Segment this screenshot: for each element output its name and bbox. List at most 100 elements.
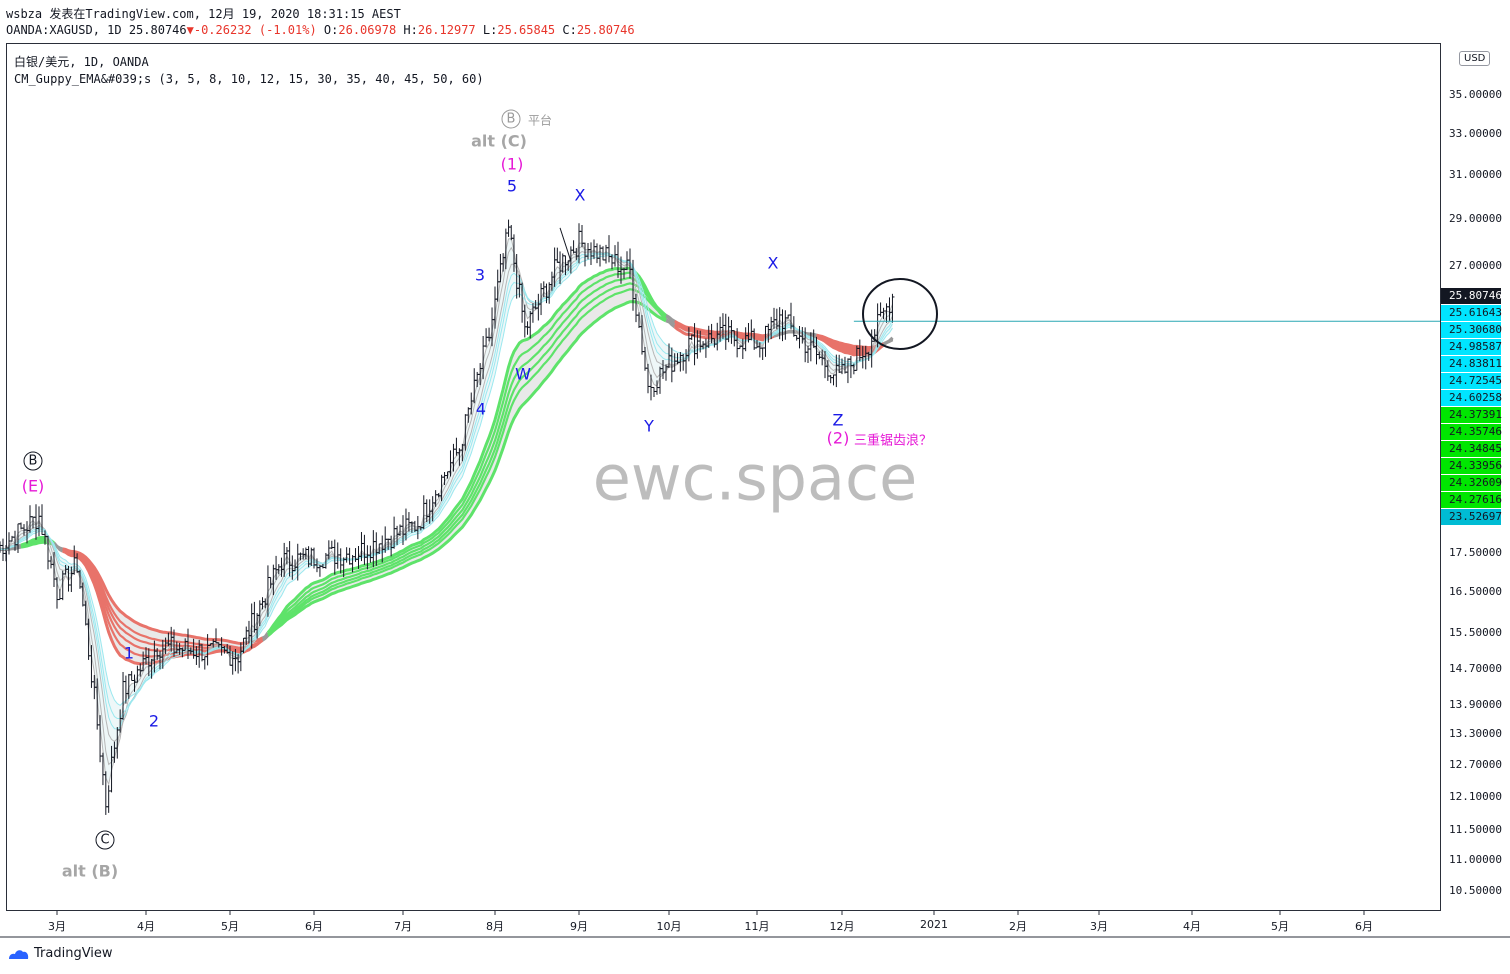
ema-price-label: 24.37391 <box>1441 407 1502 423</box>
price-tick-label: 12.10000 <box>1449 790 1502 803</box>
watermark: ewc.space <box>592 441 918 515</box>
guppy-slow-ema-5 <box>62 547 264 646</box>
tradingview-logo[interactable]: TradingView <box>8 946 113 961</box>
ema-price-label: 24.34845 <box>1441 441 1502 457</box>
price-tick-label: 14.70000 <box>1449 662 1502 675</box>
low-label: L: <box>482 23 498 37</box>
guppy-slow-ema-1 <box>674 322 775 340</box>
wave-e-label: (E) <box>21 476 45 496</box>
open-label: O: <box>323 23 339 37</box>
price-tick-label: 29.00000 <box>1449 212 1502 225</box>
wave-c-bottom-label: C <box>95 830 115 850</box>
legend-indicator: CM_Guppy_EMA&#039;s (3, 5, 8, 10, 12, 15… <box>14 72 484 86</box>
price-tick-label: 11.00000 <box>1449 853 1502 866</box>
price-tick-label: 27.00000 <box>1449 259 1502 272</box>
time-tick-label: 11月 <box>744 920 770 933</box>
wave-x2-label: X <box>767 253 779 273</box>
time-tick-label: 3月 <box>1090 920 1108 933</box>
guppy-slow-ema-4 <box>665 315 676 323</box>
highlight-circle <box>862 278 938 350</box>
time-tick-label: 8月 <box>486 920 504 933</box>
down-arrow-icon: ▼ <box>186 23 194 37</box>
wave-1-label: 1 <box>123 643 135 663</box>
price-tick-label: 17.50000 <box>1449 546 1502 559</box>
guppy-slow-ema-5 <box>267 300 667 637</box>
guppy-slow-ema-5 <box>53 543 64 551</box>
ema-price-label: 24.83811 <box>1441 356 1502 372</box>
ema-price-label: 24.33956 <box>1441 458 1502 474</box>
tradingview-cloud-icon <box>9 950 29 959</box>
price-tick-label: 12.70000 <box>1449 758 1502 771</box>
time-tick-label: 2021 <box>920 918 948 931</box>
guppy-slow-ema-4 <box>267 288 667 637</box>
guppy-slow-ema-3 <box>267 282 667 638</box>
time-tick-label: 9月 <box>570 920 588 933</box>
time-tick-label: 5月 <box>1271 920 1289 933</box>
wave-x1-label: X <box>574 185 586 205</box>
publish-date: 发表在TradingView.com, 12月 19, 2020 18:31:1… <box>49 7 401 21</box>
price-tick-label: 11.50000 <box>1449 823 1502 836</box>
wave-b-left-label: B <box>23 451 43 471</box>
ema-price-label: 25.61643 <box>1441 305 1502 321</box>
alt-b-label: alt (B) <box>61 861 119 881</box>
guppy-slow-ema-5 <box>882 338 894 345</box>
wave-b-top-label: B <box>501 109 521 129</box>
alt-c-label: alt (C) <box>471 131 527 151</box>
time-tick-label: 5月 <box>221 920 239 933</box>
high-value: 26.12977 <box>417 23 476 37</box>
ema-price-label: 24.35746 <box>1441 424 1502 440</box>
guppy-slow-ema-5 <box>773 330 817 337</box>
time-tick-label: 2月 <box>1009 920 1027 933</box>
ema-price-label: 23.52697 <box>1441 509 1502 525</box>
time-tick-label: 12月 <box>829 920 855 933</box>
publish-info: wsbza 发表在TradingView.com, 12月 19, 2020 1… <box>6 5 401 22</box>
price-change: -0.26232 (-1.01%) <box>193 23 317 37</box>
guppy-slow-ema-1 <box>267 271 667 636</box>
time-tick-label: 10月 <box>656 920 682 933</box>
high-label: H: <box>403 23 418 37</box>
wave-4-label: 4 <box>475 399 487 419</box>
price-tick-label: 33.00000 <box>1449 127 1502 140</box>
price-tick-label: 13.30000 <box>1449 727 1502 740</box>
wave-3-label: 3 <box>474 265 486 285</box>
guppy-slow-ema-5 <box>261 633 269 640</box>
ema-price-label: 24.60258 <box>1441 390 1502 406</box>
triple-zigzag-label: 三重锯齿浪？ <box>853 433 933 449</box>
price-tick-label: 15.50000 <box>1449 626 1502 639</box>
time-tick-label: 6月 <box>305 920 323 933</box>
price-tick-label: 10.50000 <box>1449 884 1502 897</box>
close-value: 25.80746 <box>576 23 635 37</box>
trend-line <box>559 227 572 262</box>
legend-symbol: 白银/美元, 1D, OANDA <box>14 55 149 69</box>
open-value: 26.06978 <box>338 23 397 37</box>
low-value: 25.65845 <box>497 23 556 37</box>
author-name[interactable]: wsbza <box>6 7 43 21</box>
guppy-slow-ema-0 <box>266 266 668 634</box>
tradingview-logo-text: TradingView <box>34 946 113 961</box>
wave-2-paren-label: (2) <box>826 428 850 448</box>
time-tick-label: 4月 <box>1183 920 1201 933</box>
wave-z-label: Z <box>832 410 844 430</box>
wave-2-label: 2 <box>148 711 160 731</box>
wave-y-label: Y <box>644 416 654 436</box>
ema-price-label: 24.32609 <box>1441 475 1502 491</box>
time-tick-label: 4月 <box>137 920 155 933</box>
price-tick-label: 35.00000 <box>1449 88 1502 101</box>
symbol-line: OANDA:XAGUSD, 1D 25.80746 <box>6 23 187 37</box>
platform-label: 平台 <box>527 113 553 128</box>
wave-w-label: W <box>515 364 531 384</box>
wave-5-label: 5 <box>506 176 518 196</box>
chart-frame[interactable] <box>6 43 1441 911</box>
ema-price-label: 24.72545 <box>1441 373 1502 389</box>
currency-button[interactable]: USD <box>1459 51 1491 66</box>
wave-1-paren-label: (1) <box>500 154 524 174</box>
price-tick-label: 13.90000 <box>1449 698 1502 711</box>
last-price-label: 25.80746 <box>1441 288 1502 304</box>
price-tick-label: 31.00000 <box>1449 168 1502 181</box>
ema-price-label: 24.27616 <box>1441 492 1502 508</box>
guppy-slow-ema-5 <box>665 319 676 327</box>
price-tick-label: 16.50000 <box>1449 585 1502 598</box>
time-tick-label: 6月 <box>1355 920 1373 933</box>
symbol-info: OANDA:XAGUSD, 1D 25.80746▼-0.26232 (-1.0… <box>6 23 635 37</box>
